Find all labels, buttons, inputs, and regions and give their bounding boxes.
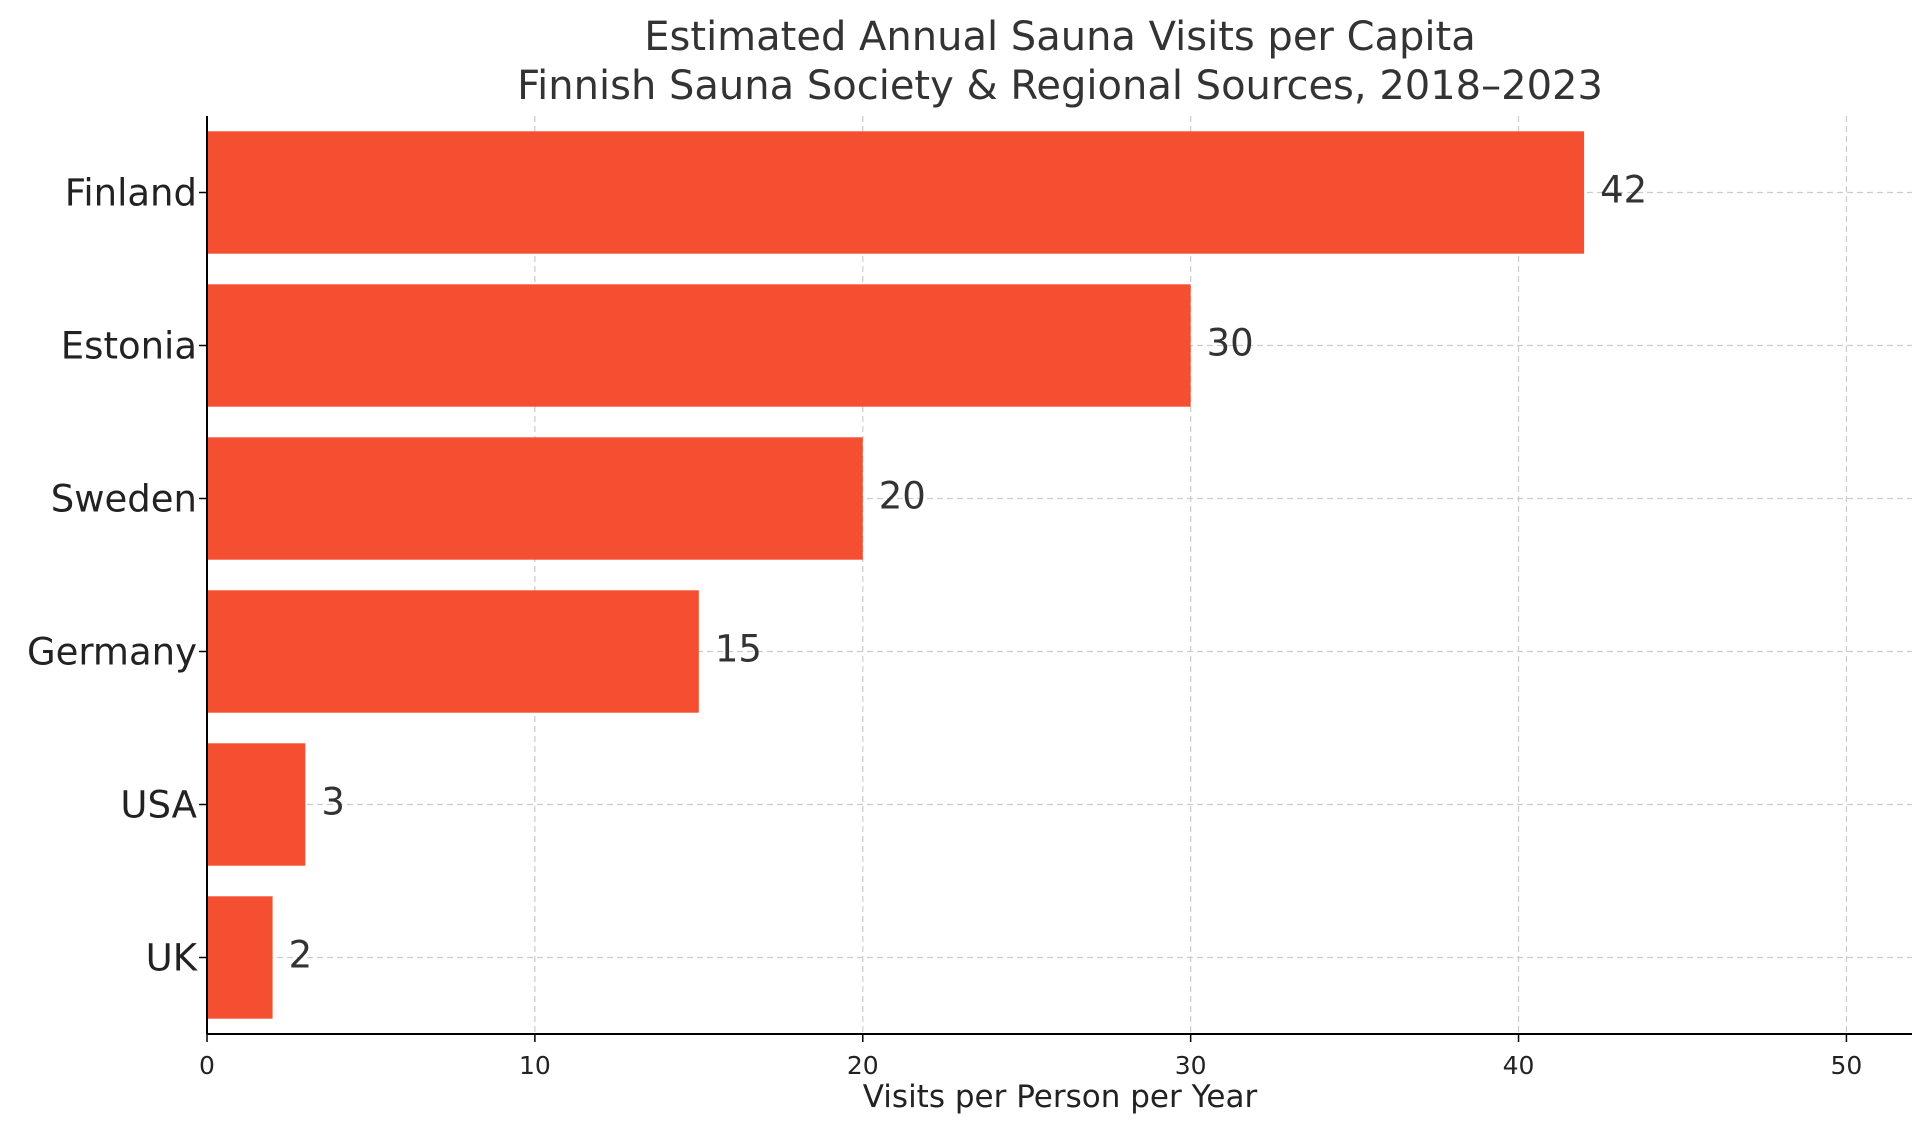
- value-label-usa: 3: [321, 781, 345, 824]
- value-label-uk: 2: [289, 934, 313, 977]
- bar-uk: [207, 896, 273, 1019]
- bar-finland: [207, 131, 1585, 254]
- category-label-sweden: Sweden: [51, 478, 197, 521]
- category-label-estonia: Estonia: [61, 325, 197, 368]
- category-label-uk: UK: [146, 937, 199, 980]
- bar-germany: [207, 590, 699, 713]
- x-tick-label-0: 0: [199, 1051, 215, 1080]
- x-tick-label-20: 20: [847, 1051, 879, 1080]
- x-tick-label-40: 40: [1503, 1051, 1535, 1080]
- category-label-finland: Finland: [65, 172, 197, 215]
- value-label-germany: 15: [715, 628, 762, 671]
- x-axis-label: Visits per Person per Year: [863, 1079, 1258, 1115]
- bar-usa: [207, 743, 306, 866]
- bar-layer: 42 30 20 15 3 2: [207, 131, 1647, 1019]
- value-label-sweden: 20: [879, 475, 926, 518]
- category-label-usa: USA: [120, 784, 197, 827]
- chart-subtitle: Finnish Sauna Society & Regional Sources…: [517, 63, 1603, 109]
- bar-estonia: [207, 284, 1191, 407]
- x-tick-label-50: 50: [1831, 1051, 1863, 1080]
- category-label-germany: Germany: [27, 631, 197, 674]
- x-tick-label-30: 30: [1175, 1051, 1207, 1080]
- value-label-estonia: 30: [1207, 322, 1254, 365]
- chart-title: Estimated Annual Sauna Visits per Capita: [644, 14, 1475, 60]
- x-tick-label-10: 10: [519, 1051, 551, 1080]
- value-label-finland: 42: [1600, 169, 1647, 212]
- bar-sweden: [207, 437, 863, 560]
